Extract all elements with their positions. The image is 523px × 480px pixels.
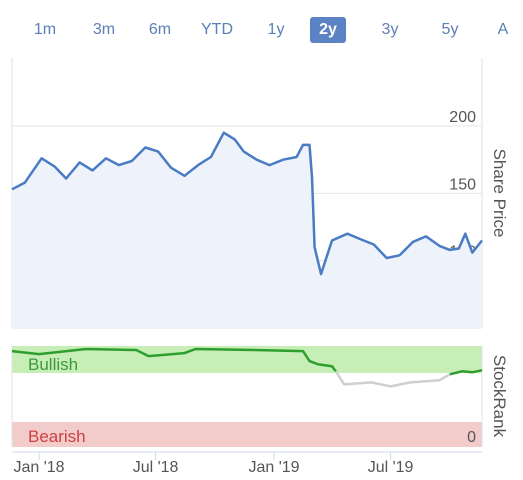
x-tick-label: Jan '19 (248, 459, 299, 476)
range-button-5y[interactable]: 5y (441, 21, 459, 38)
share-price-panel: 50100150200Share Price (11, 58, 509, 329)
range-selector: 1m 3m 6m YTD 1y 2y 3y 5y A (0, 14, 523, 48)
range-button-1y[interactable]: 1y (267, 21, 285, 38)
range-button-3m[interactable]: 3m (92, 21, 116, 38)
stockrank-line-segment (334, 370, 451, 388)
x-tick-label: Jan '18 (13, 459, 64, 476)
price-tick-label: 200 (449, 109, 476, 126)
price-tick-label: 150 (449, 176, 476, 193)
range-button-a[interactable]: A (497, 21, 509, 38)
range-button-2y[interactable]: 2y (310, 17, 346, 43)
range-button-1m[interactable]: 1m (33, 21, 57, 38)
range-button-3y[interactable]: 3y (381, 21, 399, 38)
range-button-ytd[interactable]: YTD (201, 21, 233, 38)
rank-tick-label: 0 (467, 429, 476, 446)
x-axis: Jan '18 Jul '18 Jan '19 Jul '19 (12, 451, 482, 476)
range-button-6m[interactable]: 6m (148, 21, 172, 38)
bearish-label: Bearish (28, 427, 86, 446)
bearish-band (12, 422, 482, 447)
share-price-line (11, 131, 483, 276)
price-area-fill (12, 132, 482, 328)
x-tick-label: Jul '18 (133, 459, 179, 476)
stockrank-axis-title: StockRank (490, 355, 509, 438)
x-tick-label: Jul '19 (368, 459, 414, 476)
stockrank-line-segment (11, 347, 337, 373)
stockrank-panel: Bullish Bearish 0 StockRank (11, 346, 509, 447)
bullish-label: Bullish (28, 355, 78, 374)
share-price-axis-title: Share Price (490, 149, 509, 238)
stockrank-line-segment (449, 368, 483, 376)
